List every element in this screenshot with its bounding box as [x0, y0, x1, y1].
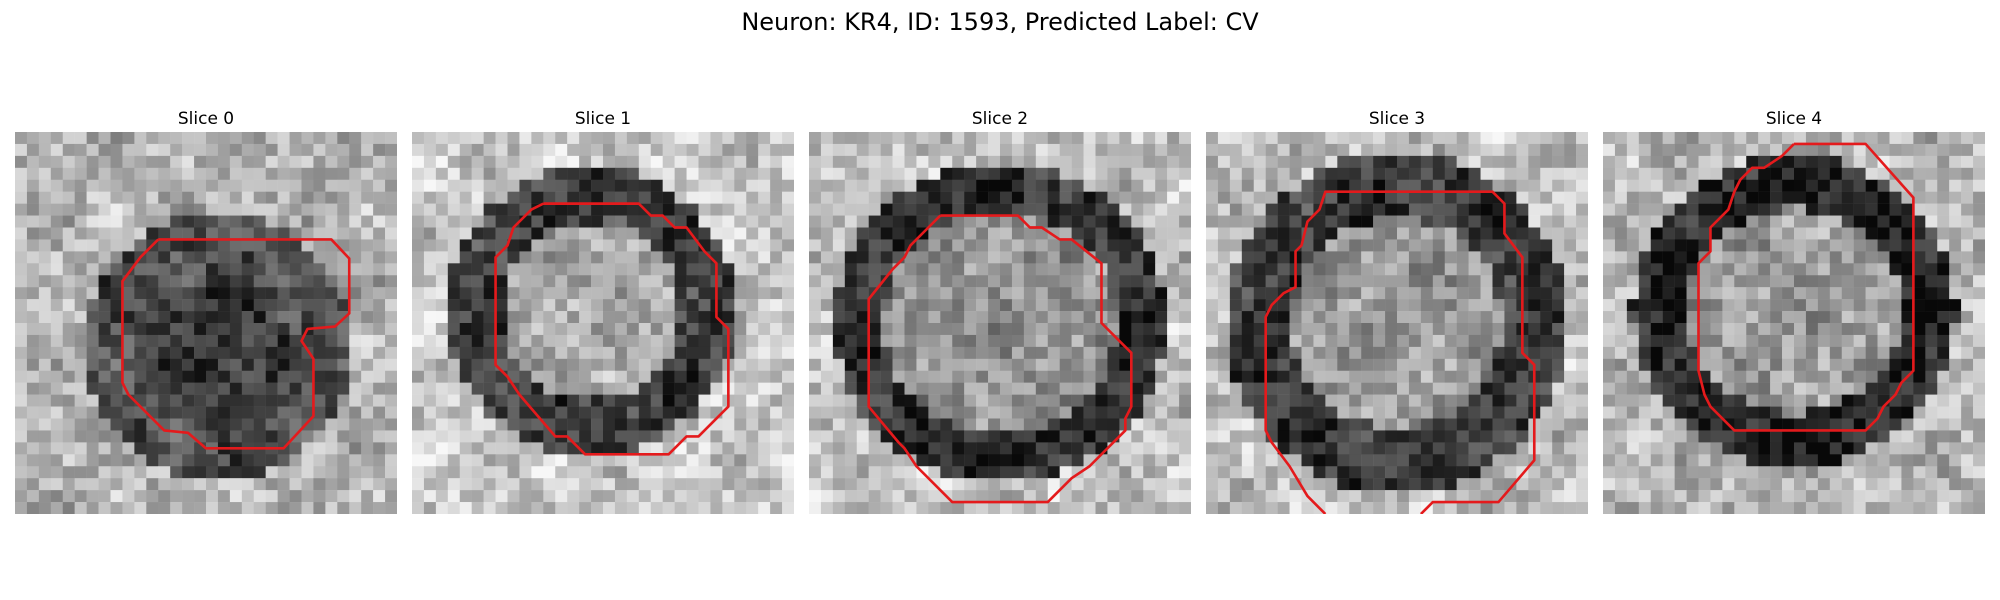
slice-title-3: Slice 3 — [1368, 109, 1426, 129]
slice-panel-4: Slice 4 — [1603, 108, 1985, 514]
slice-panel-1: Slice 1 — [412, 108, 794, 514]
slice-panel-2: Slice 2 — [809, 108, 1191, 514]
slice-title-4: Slice 4 — [1765, 109, 1823, 129]
slice-image-3 — [1206, 132, 1588, 514]
segmentation-contour — [494, 202, 730, 456]
segmentation-contour — [1697, 142, 1915, 432]
slice-panel-3: Slice 3 — [1206, 108, 1588, 514]
slice-image-1 — [412, 132, 794, 514]
slice-image-4 — [1603, 132, 1985, 514]
slice-image-0 — [15, 132, 397, 514]
microscopy-image — [1603, 132, 1985, 514]
segmentation-contour — [1264, 190, 1536, 514]
slice-title-0: Slice 0 — [177, 109, 235, 129]
slice-panel-0: Slice 0 — [15, 108, 397, 514]
slice-image-2 — [809, 132, 1191, 514]
microscopy-image — [809, 132, 1191, 514]
segmentation-contour — [867, 214, 1133, 504]
slice-title-2: Slice 2 — [971, 109, 1029, 129]
microscopy-image — [15, 132, 397, 514]
figure-title: Neuron: KR4, ID: 1593, Predicted Label: … — [741, 8, 1259, 36]
segmentation-contour — [121, 238, 351, 450]
microscopy-image — [412, 132, 794, 514]
microscopy-image — [1206, 132, 1588, 514]
slice-title-1: Slice 1 — [574, 109, 632, 129]
